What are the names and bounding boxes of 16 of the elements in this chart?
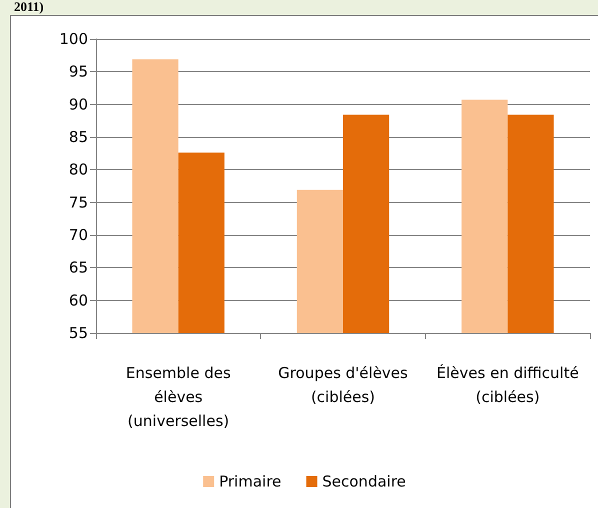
y-tick-label: 90 [68,95,88,114]
x-tick-label: Élèves en difficulté (ciblées) [436,364,579,406]
y-tick-label: 95 [68,62,88,81]
y-tick-label: 80 [68,160,88,179]
legend-label: Secondaire [322,472,406,490]
legend-label: Primaire [219,472,282,490]
y-tick-label: 100 [59,30,88,48]
y-tick-label: 65 [68,258,88,277]
y-tick-label: 55 [68,324,88,342]
y-tick-label: 70 [68,226,88,244]
y-tick-label: 60 [68,291,88,310]
x-tick-label: Groupes d'élèves (ciblées) [278,364,408,406]
y-tick-label: 85 [68,128,88,146]
y-tick-label: 75 [68,193,88,212]
x-tick-label: Ensemble des élèves (universelles) [126,364,231,430]
chart-title: 2011) [14,0,44,14]
